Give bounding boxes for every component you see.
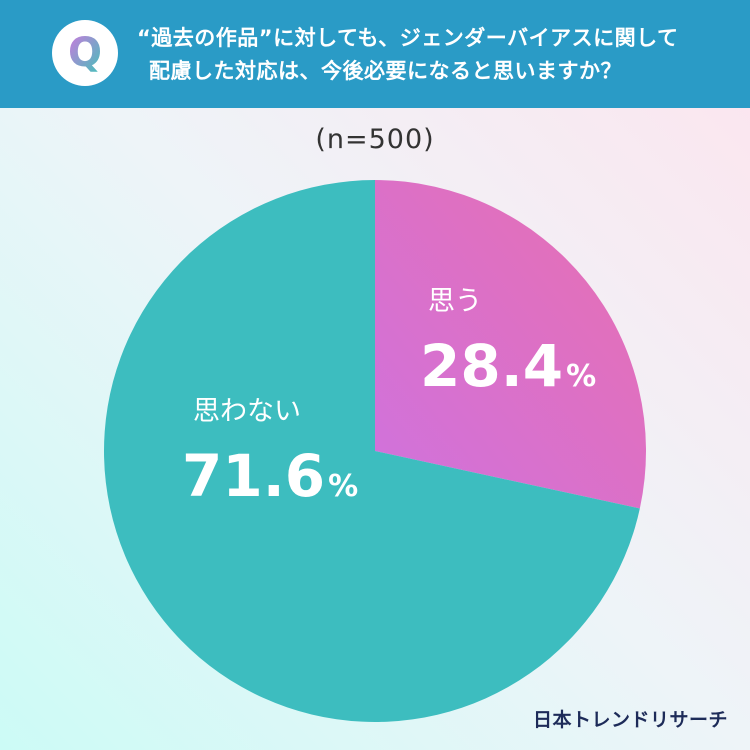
brand-logo: 日本トレンドリサーチ — [532, 709, 728, 731]
q-letter-icon: Q — [68, 30, 102, 76]
slice-value-omou-number: 28.4 — [420, 332, 563, 400]
sample-size: (n=500) — [315, 124, 435, 155]
question-header: Q “過去の作品”に対しても、ジェンダーバイアスに関して 配慮した対応は、今後必… — [0, 0, 750, 108]
q-letter: Q — [68, 30, 102, 76]
slice-label-omowanai: 思わない — [193, 396, 301, 427]
q-badge: Q — [52, 20, 118, 86]
slice-value-omou-unit: % — [566, 359, 596, 394]
slice-value-omowanai-unit: % — [328, 469, 358, 504]
slice-value-omou: 28.4% — [420, 332, 596, 400]
question-text: “過去の作品”に対しても、ジェンダーバイアスに関して 配慮した対応は、今後必要に… — [137, 22, 737, 88]
pie-slice-omowanai — [103, 180, 640, 722]
slice-label-omou: 思う — [428, 286, 482, 317]
slice-value-omowanai: 71.6% — [182, 442, 358, 510]
question-line-1: “過去の作品”に対しても、ジェンダーバイアスに関して — [137, 26, 679, 50]
question-line-2: 配慮した対応は、今後必要になると思いますか？ — [149, 59, 622, 83]
pie-slice-omou — [375, 180, 646, 509]
slice-value-omowanai-number: 71.6 — [182, 442, 325, 510]
